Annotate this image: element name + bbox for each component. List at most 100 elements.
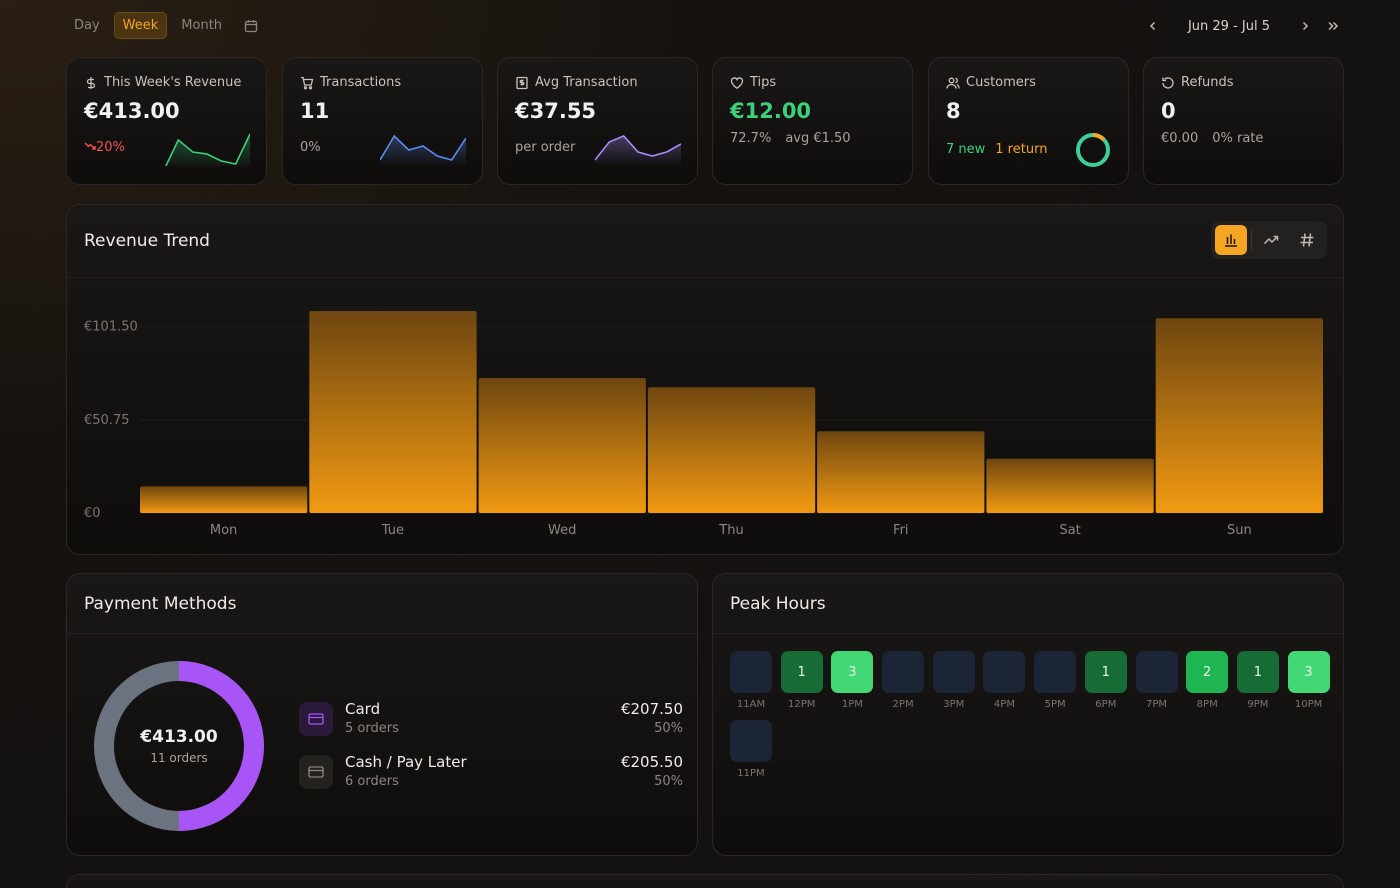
y-tick-label: €50.75 bbox=[84, 413, 130, 428]
hour-label: 10PM bbox=[1294, 699, 1323, 710]
transactions-card: Transactions 11 0% bbox=[282, 57, 483, 185]
transactions-value: 11 bbox=[300, 99, 330, 123]
x-tick-label: Wed bbox=[548, 523, 576, 538]
cash-method-amount: €205.50 bbox=[620, 753, 683, 771]
next-week-button[interactable] bbox=[1294, 15, 1316, 37]
hour-label: 11PM bbox=[737, 768, 765, 779]
revenue-bar-thu[interactable] bbox=[647, 387, 816, 513]
revenue-trend-card: Revenue Trend €101.50 €50.75 €0 Mon Tue Wed Th… bbox=[66, 204, 1344, 555]
hour-label: 1PM bbox=[841, 699, 863, 710]
hour-cell-11am[interactable]: 11AM bbox=[730, 651, 772, 710]
avg-transaction-value: €37.55 bbox=[515, 99, 597, 123]
hour-label: 11AM bbox=[736, 699, 766, 710]
payment-total: €413.00 bbox=[140, 727, 218, 747]
customers-label: Customers bbox=[966, 75, 1036, 90]
returning-customers: 1 return bbox=[995, 142, 1048, 157]
revenue-change: 20% bbox=[84, 140, 125, 155]
refunds-card: Refunds 0 €0.00 0% rate bbox=[1143, 57, 1344, 185]
revenue-bar-sat[interactable] bbox=[986, 458, 1154, 513]
revenue-bar-wed[interactable] bbox=[478, 378, 646, 513]
customers-return-arc bbox=[1076, 133, 1110, 167]
refunds-value: 0 bbox=[1161, 99, 1176, 123]
hour-cell-3pm[interactable]: 3PM bbox=[932, 651, 975, 710]
bar-view-button[interactable] bbox=[1215, 225, 1247, 255]
revenue-card: This Week's Revenue €413.00 20% bbox=[66, 57, 267, 185]
hour-cell-9pm[interactable]: 1 9PM bbox=[1236, 651, 1279, 710]
hour-cell-5pm[interactable]: 5PM bbox=[1034, 651, 1077, 710]
revenue-trend-title: Revenue Trend bbox=[84, 231, 210, 251]
hour-cell-4pm[interactable]: 4PM bbox=[983, 651, 1026, 710]
hour-count bbox=[932, 651, 975, 693]
heart-icon bbox=[730, 76, 744, 89]
hour-cell-1pm[interactable]: 3 1PM bbox=[831, 651, 874, 710]
transactions-change: 0% bbox=[300, 140, 321, 155]
card-method-orders: 5 orders bbox=[345, 721, 399, 736]
calendar-icon[interactable] bbox=[244, 19, 258, 33]
hour-label: 3PM bbox=[943, 699, 965, 710]
users-icon bbox=[946, 77, 960, 89]
sparkline-line bbox=[595, 135, 681, 161]
tab-day[interactable]: Day bbox=[74, 18, 100, 33]
x-tick-label: Sun bbox=[1227, 523, 1252, 538]
hour-cell-11pm[interactable]: 11PM bbox=[730, 720, 772, 779]
jump-to-current-button[interactable] bbox=[1322, 15, 1344, 37]
hour-cell-12pm[interactable]: 1 12PM bbox=[780, 651, 823, 710]
chevrons-right-icon bbox=[1328, 21, 1339, 31]
top-bar: Day Week Month Jun 29 - Jul 5 bbox=[66, 12, 1344, 40]
customers-card: Customers 8 7 new 1 return bbox=[928, 57, 1129, 185]
date-navigation: Jun 29 - Jul 5 bbox=[1142, 12, 1344, 40]
payment-methods-card: Payment Methods €413.00 11 orders Card 5… bbox=[66, 573, 698, 856]
payment-row-cash[interactable]: Cash / Pay Later 6 orders €205.50 50% bbox=[299, 753, 683, 793]
revenue-bar-fri[interactable] bbox=[817, 431, 985, 513]
revenue-label: This Week's Revenue bbox=[104, 75, 242, 90]
refunds-label: Refunds bbox=[1181, 75, 1234, 90]
new-customers: 7 new bbox=[946, 142, 986, 157]
hour-cell-2pm[interactable]: 2PM bbox=[882, 651, 925, 710]
hour-count: 1 bbox=[1236, 651, 1279, 693]
revenue-bar-tue[interactable] bbox=[309, 311, 477, 513]
hour-cell-6pm[interactable]: 1 6PM bbox=[1084, 651, 1127, 710]
revenue-sparkline bbox=[164, 133, 250, 166]
toggle-separator bbox=[1250, 229, 1252, 251]
line-view-button[interactable] bbox=[1256, 225, 1288, 255]
hour-cell-8pm[interactable]: 2 8PM bbox=[1186, 651, 1229, 710]
avg-transaction-sub: per order bbox=[515, 140, 576, 155]
receipt-icon bbox=[516, 76, 528, 89]
tab-month[interactable]: Month bbox=[181, 18, 223, 33]
revenue-bar-mon[interactable] bbox=[140, 486, 308, 513]
hour-label: 8PM bbox=[1196, 699, 1218, 710]
payment-row-card[interactable]: Card 5 orders €207.50 50% bbox=[299, 700, 683, 740]
prev-week-button[interactable] bbox=[1142, 15, 1164, 37]
transactions-label: Transactions bbox=[320, 75, 402, 90]
hash-icon bbox=[1300, 233, 1314, 247]
trend-down-icon bbox=[84, 142, 96, 150]
payment-donut-center: €413.00 11 orders bbox=[93, 660, 265, 832]
revenue-change-value: 20% bbox=[96, 140, 125, 155]
card-method-amount: €207.50 bbox=[620, 700, 683, 718]
bar-chart-icon bbox=[1224, 234, 1237, 247]
card-payment-icon-box bbox=[299, 702, 333, 736]
x-tick-label: Sat bbox=[1059, 523, 1080, 538]
hour-cell-10pm[interactable]: 3 10PM bbox=[1287, 651, 1330, 710]
tips-value: €12.00 bbox=[730, 99, 812, 123]
card-method-percent: 50% bbox=[654, 721, 683, 736]
hour-count: 2 bbox=[1186, 651, 1229, 693]
hour-cell-7pm[interactable]: 7PM bbox=[1135, 651, 1178, 710]
dollar-icon bbox=[86, 76, 96, 89]
revenue-bar-sun[interactable] bbox=[1155, 318, 1323, 513]
hour-count: 3 bbox=[1287, 651, 1330, 693]
sparkline-line bbox=[380, 134, 466, 161]
cart-icon bbox=[301, 76, 314, 89]
hour-label: 2PM bbox=[892, 699, 914, 710]
tips-average: avg €1.50 bbox=[785, 131, 851, 146]
wallet-icon bbox=[308, 766, 324, 778]
hour-count bbox=[1034, 651, 1077, 693]
refund-icon bbox=[1162, 76, 1174, 89]
table-view-button[interactable] bbox=[1291, 225, 1323, 255]
revenue-trend-chart: €101.50 €50.75 €0 Mon Tue Wed Thu Fri Sat Sun bbox=[84, 311, 1324, 538]
tab-week[interactable]: Week bbox=[113, 12, 168, 39]
sparkline-area bbox=[380, 136, 466, 166]
tips-card: Tips €12.00 72.7% avg €1.50 bbox=[712, 57, 913, 185]
date-range-label: Jun 29 - Jul 5 bbox=[1187, 18, 1270, 34]
chart-view-toggle bbox=[1211, 221, 1327, 259]
